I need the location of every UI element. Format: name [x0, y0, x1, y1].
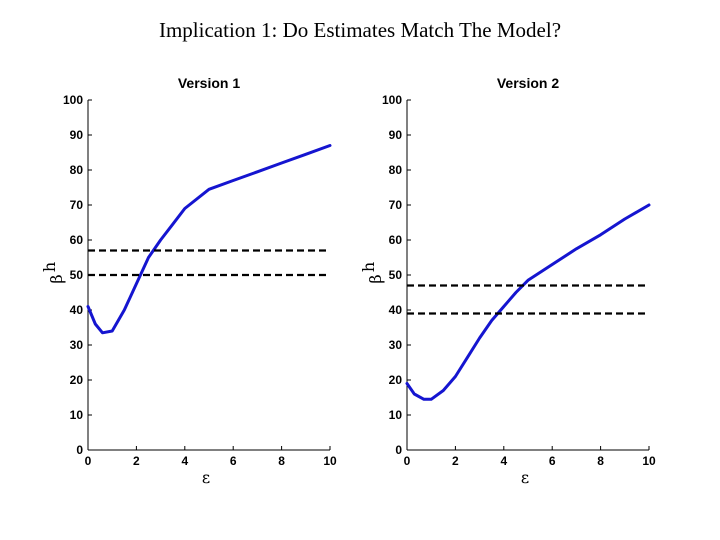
- x-tick-label: 4: [500, 454, 507, 468]
- y-tick-label: 0: [76, 443, 83, 457]
- model-curve-line: [86, 144, 332, 335]
- y-tick-label: 90: [70, 128, 84, 142]
- x-tick-label: 2: [452, 454, 459, 468]
- y-axis-label-superscript: h: [40, 262, 59, 272]
- y-tick-label: 40: [70, 303, 84, 317]
- x-tick-label: 0: [85, 454, 92, 468]
- y-tick-label: 60: [70, 233, 84, 247]
- x-axis-label: ε: [521, 468, 529, 487]
- model-curve-line: [405, 203, 651, 401]
- y-tick-label: 30: [389, 338, 403, 352]
- y-axis-label-superscript: h: [359, 262, 378, 272]
- y-tick-label: 30: [70, 338, 84, 352]
- y-tick-label: 70: [70, 198, 84, 212]
- x-tick-label: 10: [642, 454, 656, 468]
- y-axis-label-symbol: β: [47, 274, 66, 283]
- x-tick-label: 6: [549, 454, 556, 468]
- y-tick-label: 80: [70, 163, 84, 177]
- y-axis-label: βh: [40, 262, 66, 284]
- y-axis-label-symbol: β: [366, 274, 385, 283]
- chart-panel-1: Version 1 0 10 20 30 40 50 60 70 80 90 100 0 2 4 6 8 10 ε β…: [40, 75, 337, 487]
- y-tick-label: 20: [389, 373, 403, 387]
- x-tick-label: 0: [404, 454, 411, 468]
- slide-title: Implication 1: Do Estimates Match The Mo…: [158, 18, 562, 42]
- x-axis-label: ε: [202, 468, 210, 487]
- y-tick-label: 50: [389, 268, 403, 282]
- chart-title: Version 1: [178, 75, 240, 91]
- x-tick-label: 2: [133, 454, 140, 468]
- chart-panel-2: Version 2 0 10 20 30 40 50 60 70 80 90 100 0 2 4 6 8 10 ε β…: [359, 75, 656, 487]
- y-tick-label: 10: [389, 408, 403, 422]
- y-tick-label: 80: [389, 163, 403, 177]
- y-tick-label: 0: [395, 443, 402, 457]
- x-tick-label: 4: [181, 454, 188, 468]
- x-tick-label: 8: [597, 454, 604, 468]
- y-axis-label: βh: [359, 262, 385, 284]
- y-tick-label: 100: [63, 93, 83, 107]
- x-tick-label: 10: [323, 454, 337, 468]
- y-tick-label: 10: [70, 408, 84, 422]
- y-tick-label: 40: [389, 303, 403, 317]
- y-tick-label: 60: [389, 233, 403, 247]
- x-tick-label: 8: [278, 454, 285, 468]
- chart-title: Version 2: [497, 75, 559, 91]
- y-tick-label: 50: [70, 268, 84, 282]
- x-tick-label: 6: [230, 454, 237, 468]
- y-tick-label: 20: [70, 373, 84, 387]
- y-tick-label: 70: [389, 198, 403, 212]
- y-tick-label: 90: [389, 128, 403, 142]
- y-tick-label: 100: [382, 93, 402, 107]
